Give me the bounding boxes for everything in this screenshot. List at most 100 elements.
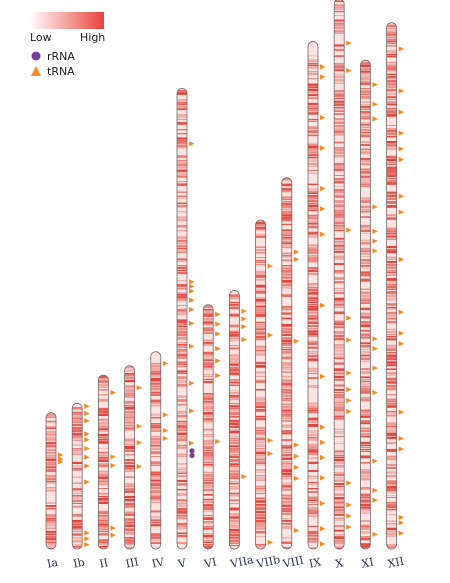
density-band bbox=[386, 437, 397, 440]
chromosome-outline bbox=[202, 304, 214, 550]
density-band bbox=[334, 147, 345, 149]
trna-marker bbox=[110, 389, 116, 396]
density-band bbox=[386, 467, 397, 469]
density-band bbox=[360, 506, 371, 509]
density-band bbox=[98, 460, 109, 462]
density-band bbox=[255, 347, 266, 350]
density-band bbox=[229, 324, 240, 328]
density-band bbox=[177, 436, 187, 438]
density-band bbox=[308, 195, 318, 198]
density-band bbox=[177, 284, 187, 287]
trna-marker bbox=[398, 520, 405, 526]
trna-marker bbox=[215, 438, 221, 445]
density-band bbox=[255, 531, 266, 534]
density-band bbox=[360, 391, 371, 394]
density-band bbox=[255, 403, 266, 406]
density-band bbox=[386, 381, 397, 384]
density-band bbox=[124, 501, 135, 503]
density-band bbox=[229, 542, 240, 544]
density-band bbox=[46, 530, 56, 533]
density-band bbox=[255, 405, 266, 409]
density-band bbox=[360, 229, 371, 233]
density-band bbox=[360, 358, 371, 361]
density-band bbox=[308, 92, 318, 94]
density-band bbox=[334, 409, 345, 412]
density-band bbox=[229, 297, 240, 299]
density-band bbox=[386, 249, 397, 251]
density-band bbox=[281, 199, 292, 201]
density-band bbox=[46, 434, 56, 436]
density-band bbox=[386, 232, 397, 234]
density-band bbox=[98, 527, 109, 529]
density-band bbox=[281, 397, 292, 400]
trna-marker bbox=[110, 462, 116, 469]
density-band bbox=[360, 141, 371, 144]
density-band bbox=[255, 221, 266, 225]
density-band bbox=[281, 475, 292, 477]
chromosome-ii: II bbox=[98, 374, 116, 571]
density-band bbox=[386, 497, 397, 498]
density-band bbox=[72, 415, 83, 417]
density-band bbox=[177, 195, 187, 197]
density-band bbox=[150, 482, 161, 485]
density-band bbox=[98, 441, 109, 444]
density-band bbox=[124, 449, 135, 452]
density-band bbox=[229, 301, 240, 304]
density-band bbox=[203, 351, 214, 354]
density-band bbox=[229, 337, 240, 340]
density-band bbox=[177, 467, 187, 469]
chromosome-ia: Ia bbox=[45, 412, 64, 571]
density-band bbox=[177, 403, 187, 406]
trna-marker bbox=[372, 487, 378, 493]
density-band bbox=[203, 439, 214, 443]
density-band bbox=[255, 388, 266, 391]
density-band bbox=[229, 451, 240, 454]
density-band bbox=[255, 480, 266, 481]
density-band bbox=[229, 448, 240, 450]
density-band bbox=[386, 320, 397, 324]
density-band bbox=[334, 501, 345, 504]
density-band bbox=[334, 203, 345, 206]
density-band bbox=[360, 158, 371, 160]
density-band bbox=[308, 63, 318, 65]
density-band bbox=[229, 405, 240, 408]
trna-marker bbox=[346, 315, 352, 321]
density-band bbox=[281, 326, 292, 328]
density-band bbox=[229, 411, 240, 415]
density-band bbox=[308, 112, 318, 115]
density-band bbox=[46, 448, 56, 451]
density-band bbox=[229, 419, 240, 423]
density-band bbox=[386, 298, 397, 301]
density-band bbox=[334, 503, 345, 506]
density-band bbox=[386, 308, 397, 310]
density-band bbox=[124, 495, 135, 499]
density-band bbox=[386, 92, 397, 96]
density-band bbox=[255, 380, 266, 382]
density-band bbox=[255, 525, 266, 527]
density-band bbox=[150, 391, 161, 393]
density-band bbox=[386, 25, 397, 27]
density-band bbox=[281, 283, 292, 285]
density-band bbox=[386, 27, 397, 29]
density-band bbox=[255, 457, 266, 459]
density-band bbox=[386, 458, 397, 461]
density-band bbox=[255, 311, 266, 314]
density-band bbox=[360, 520, 371, 522]
density-band bbox=[203, 510, 214, 513]
density-band bbox=[98, 407, 109, 411]
density-band bbox=[386, 535, 397, 537]
density-band bbox=[124, 541, 135, 544]
density-band bbox=[308, 66, 318, 69]
density-band bbox=[334, 205, 345, 207]
density-band bbox=[150, 402, 161, 405]
density-band bbox=[203, 400, 214, 403]
density-band bbox=[124, 385, 135, 387]
trna-marker bbox=[189, 380, 195, 386]
density-band bbox=[308, 234, 318, 236]
density-band bbox=[203, 409, 214, 412]
density-band bbox=[229, 304, 240, 306]
density-band bbox=[255, 435, 266, 437]
density-band bbox=[308, 514, 318, 518]
trna-marker bbox=[320, 74, 326, 80]
density-band bbox=[386, 181, 397, 182]
